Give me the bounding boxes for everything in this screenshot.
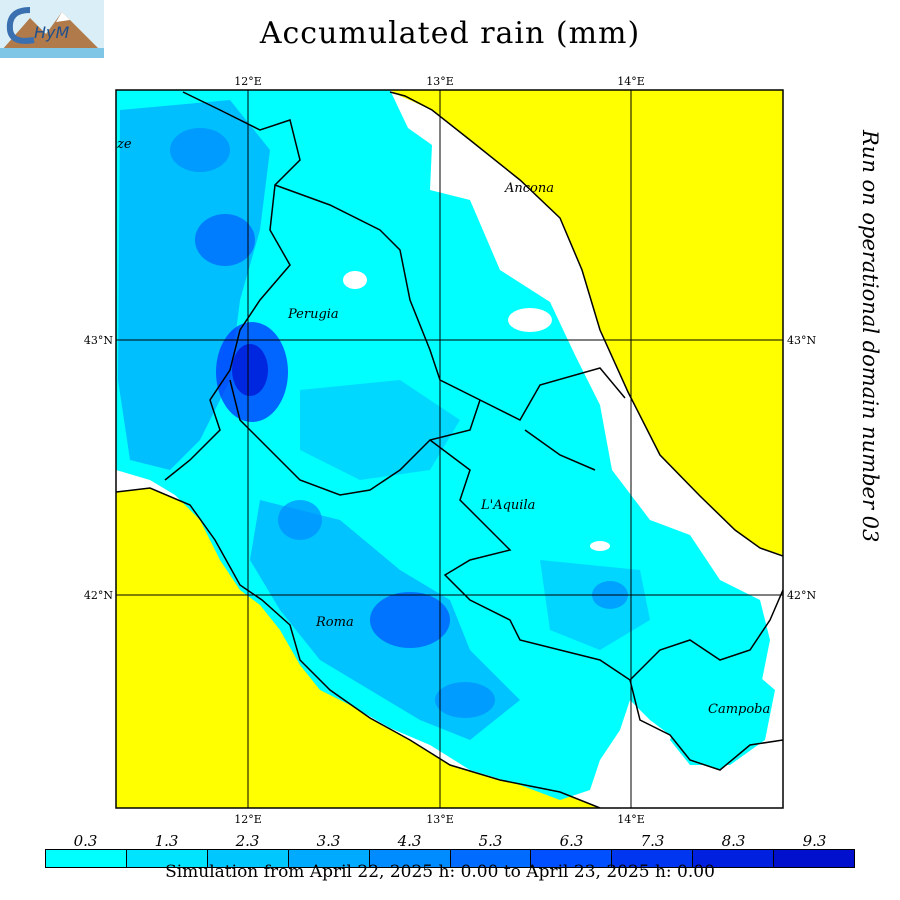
rain-max-north [195,214,255,266]
legend-value: 8.3 [721,832,746,850]
rain-field-campobasso [670,655,775,765]
rain-max-perugia [232,344,268,396]
map-frame [115,89,784,809]
lat-label-left: 42°N [84,589,113,602]
dry-patch [590,541,610,551]
rain-max-roma [278,500,322,540]
legend-swatch [774,850,855,867]
legend-value: 3.3 [316,832,341,850]
dry-patch [343,271,367,289]
adriatic-sea [390,90,783,555]
coastline-adriatic [389,91,783,557]
region-border [479,367,626,421]
simulation-period: Simulation from April 22, 2025 h: 0.00 t… [165,862,715,882]
run-domain-note: Run on operational domain number 03 [858,130,882,543]
legend-color-bar [45,849,855,868]
lon-label-bottom: 14°E [617,813,645,826]
chym-logo: HyM [0,0,104,58]
legend-value: 7.3 [640,832,665,850]
city-label-roma: Roma [315,615,354,630]
legend-swatch [450,850,532,867]
lon-label-bottom: 13°E [426,813,454,826]
legend-swatch [369,850,451,867]
lat-label-left: 43°N [84,334,113,347]
legend-value: 2.3 [235,832,260,850]
lat-label-right: 42°N [787,589,816,602]
svg-text:HyM: HyM [34,23,70,42]
legend-swatch [207,850,289,867]
coastline-tyrrhenian [116,487,601,808]
region-border [524,429,596,471]
legend-swatch [612,850,694,867]
legend-value: 4.3 [397,832,422,850]
rain-max-north [170,128,230,172]
legend-swatch [693,850,775,867]
map-title: Accumulated rain (mm) [259,16,641,51]
region-border [629,679,783,771]
lon-label-top: 14°E [617,75,645,88]
region-border [229,184,481,496]
legend-value: 1.3 [154,832,179,850]
rain-field-medium [118,100,270,470]
city-label-firenze: ze [116,137,132,152]
lon-label-top: 12°E [234,75,262,88]
rain-field-medium [300,380,460,480]
legend-value: 6.3 [559,832,584,850]
dry-patch [508,308,552,332]
legend-values: 0.3 1.3 2.3 3.3 4.3 5.3 6.3 7.3 8.3 9.3 [45,832,855,850]
legend-value: 9.3 [802,832,827,850]
region-border [629,589,783,681]
rain-max-roma [370,592,450,648]
lon-label-top: 13°E [426,75,454,88]
legend-swatch [46,850,127,867]
city-label-campobasso: Campoba [708,702,770,717]
lat-label-right: 43°N [787,334,816,347]
graticule [116,90,783,808]
region-border [429,439,631,681]
lon-label-bottom: 12°E [234,813,262,826]
legend-value: 0.3 [73,832,98,850]
legend-swatch [288,850,370,867]
rain-field-medium [540,560,650,650]
legend-swatch [531,850,613,867]
legend-swatch [126,850,208,867]
region-border [164,91,301,481]
city-label-perugia: Perugia [287,307,339,322]
tyrrhenian-sea [116,488,600,808]
legend-value: 5.3 [478,832,503,850]
rain-max-roma [435,682,495,718]
city-label-ancona: Ancona [504,181,554,196]
city-label-laquila: L'Aquila [480,498,535,513]
